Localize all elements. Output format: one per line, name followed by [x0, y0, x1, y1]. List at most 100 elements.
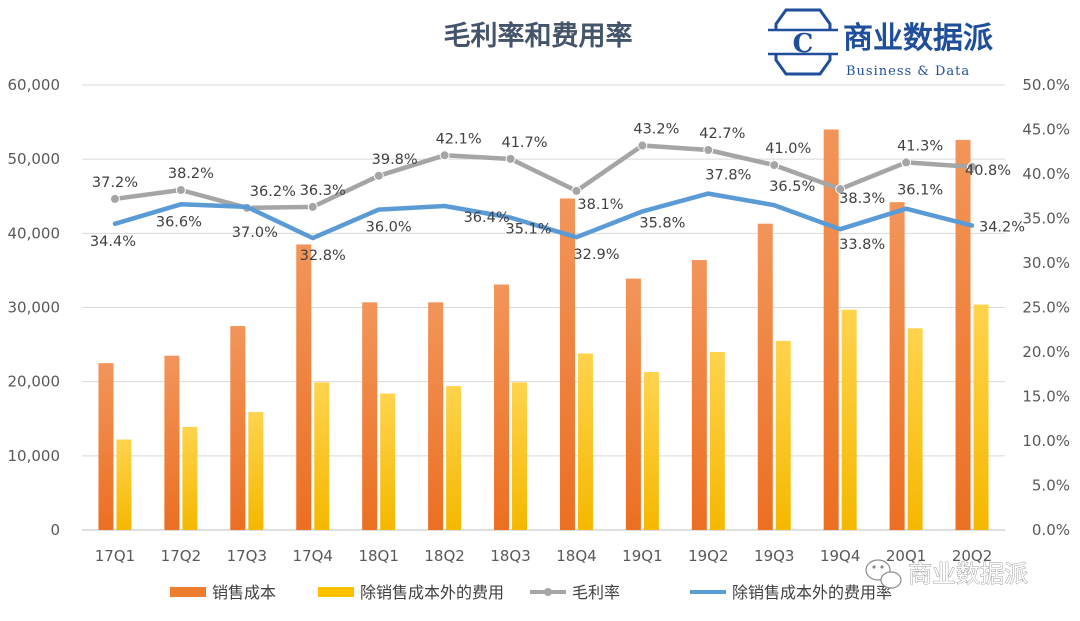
- data-label: 38.3%: [839, 191, 885, 207]
- data-label: 41.0%: [765, 141, 811, 157]
- right-axis-tick-label: 20.0%: [1022, 343, 1070, 361]
- wechat-icon: [865, 559, 902, 589]
- data-label: 36.6%: [156, 214, 202, 230]
- x-axis-tick-label: 19Q1: [622, 547, 662, 565]
- bar: [757, 223, 773, 531]
- bar: [380, 393, 396, 530]
- line-point: [901, 157, 912, 168]
- bar: [164, 355, 180, 530]
- bar: [973, 304, 989, 530]
- chart-title: 毛利率和费用率: [444, 20, 633, 52]
- left-axis-tick-label: 20,000: [8, 373, 61, 391]
- data-label: 39.8%: [372, 152, 418, 168]
- data-label: 43.2%: [633, 122, 679, 138]
- bar: [446, 386, 462, 530]
- x-axis-tick-label: 18Q3: [490, 547, 530, 565]
- legend-swatch: [170, 587, 206, 597]
- x-axis-tick-label: 19Q4: [820, 547, 860, 565]
- bar: [428, 302, 444, 530]
- bar: [494, 284, 510, 530]
- data-label: 38.2%: [168, 166, 214, 182]
- right-axis-tick-label: 35.0%: [1022, 210, 1070, 228]
- data-label: 32.9%: [573, 247, 619, 263]
- right-axis-tick-label: 0.0%: [1032, 521, 1070, 539]
- line-point: [373, 170, 384, 181]
- watermark-text: 商业数据派: [908, 560, 1028, 588]
- line-point: [967, 161, 978, 172]
- bar: [889, 202, 905, 530]
- line-point: [109, 193, 120, 204]
- left-axis-tick-label: 0: [50, 521, 60, 539]
- data-labels: 37.2% 38.2% 36.2% 36.3% 39.8% 42.1% 41.7% 38.1%…: [90, 122, 1025, 265]
- line-point: [637, 140, 648, 151]
- data-label: 36.0%: [366, 220, 412, 236]
- line-point: [571, 185, 582, 196]
- data-label: 40.8%: [965, 163, 1011, 179]
- left-axis-tick-label: 10,000: [8, 447, 61, 465]
- series-line: [112, 191, 975, 241]
- line-point: [307, 201, 318, 212]
- line-point: [835, 184, 846, 195]
- line-point: [505, 153, 516, 164]
- right-axis-tick-label: 30.0%: [1022, 254, 1070, 272]
- line-point: [769, 160, 780, 171]
- gridlines: [82, 84, 1005, 531]
- left-axis-tick-label: 40,000: [8, 224, 61, 242]
- legend-marker: [544, 588, 552, 596]
- bar: [559, 198, 575, 530]
- bar: [248, 412, 264, 530]
- legend-label: 除销售成本外的费用率: [732, 583, 892, 602]
- right-axis-tick-label: 15.0%: [1022, 388, 1070, 406]
- bar: [841, 309, 857, 530]
- data-label: 41.7%: [501, 135, 547, 151]
- line-series: [109, 140, 978, 241]
- line-point: [175, 185, 186, 196]
- data-label: 36.2%: [250, 184, 296, 200]
- x-axis-tick-label: 18Q4: [556, 547, 596, 565]
- data-label: 36.1%: [897, 183, 943, 199]
- bar: [625, 278, 641, 530]
- legend-label: 除销售成本外的费用: [360, 583, 504, 602]
- x-axis-tick-label: 19Q2: [688, 547, 728, 565]
- data-label: 36.4%: [464, 210, 510, 226]
- legend-swatch: [318, 587, 354, 597]
- hexagon-c-icon: C: [768, 8, 838, 76]
- right-axis-tick-label: 5.0%: [1032, 477, 1070, 495]
- bar: [577, 353, 593, 530]
- bar: [907, 328, 923, 530]
- bar: [230, 326, 246, 530]
- data-label: 38.1%: [577, 197, 623, 213]
- data-label: 37.8%: [705, 168, 751, 184]
- data-label: 41.3%: [897, 138, 943, 154]
- bar: [512, 382, 528, 530]
- data-label: 42.7%: [699, 126, 745, 142]
- legend-label: 销售成本: [212, 583, 276, 602]
- right-axis-tick-label: 50.0%: [1022, 76, 1070, 94]
- data-label: 34.4%: [90, 234, 136, 250]
- x-axis-tick-label: 17Q2: [161, 547, 201, 565]
- line-point: [439, 150, 450, 161]
- data-label: 34.2%: [979, 220, 1025, 236]
- right-axis: 0.0% 5.0% 10.0% 15.0% 20.0% 25.0% 30.0% 35.0% 40…: [1022, 76, 1070, 539]
- x-axis-tick-label: 19Q3: [754, 547, 794, 565]
- data-label: 42.1%: [436, 131, 482, 147]
- bar: [643, 372, 659, 530]
- data-label: 36.5%: [769, 179, 815, 195]
- left-axis: 0 10,000 20,000 30,000 40,000 50,000 60,000: [8, 76, 61, 539]
- watermark: 商业数据派: [865, 559, 1028, 589]
- bar: [362, 302, 378, 530]
- legend-label: 毛利率: [572, 583, 620, 602]
- bar-series: [98, 129, 989, 531]
- x-axis-tick-label: 18Q1: [358, 547, 398, 565]
- logo-letter: C: [793, 29, 814, 59]
- line-point: [703, 144, 714, 155]
- right-axis-tick-label: 40.0%: [1022, 165, 1070, 183]
- data-label: 35.1%: [505, 222, 551, 238]
- right-axis-tick-label: 25.0%: [1022, 299, 1070, 317]
- bar: [98, 363, 114, 530]
- bar: [314, 382, 330, 530]
- series-line: [112, 143, 975, 211]
- data-label: 37.2%: [92, 175, 138, 191]
- bar: [691, 260, 707, 530]
